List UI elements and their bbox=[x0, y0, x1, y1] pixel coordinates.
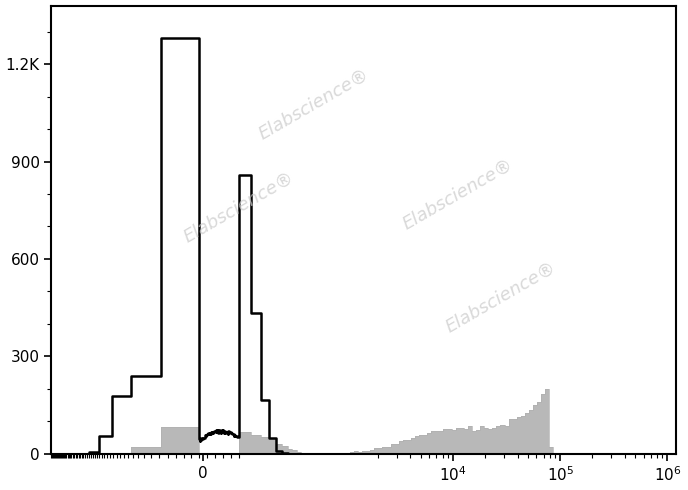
Text: Elabscience®: Elabscience® bbox=[180, 169, 297, 246]
Text: Elabscience®: Elabscience® bbox=[255, 65, 372, 143]
Text: Elabscience®: Elabscience® bbox=[442, 258, 559, 336]
Text: Elabscience®: Elabscience® bbox=[399, 155, 516, 233]
